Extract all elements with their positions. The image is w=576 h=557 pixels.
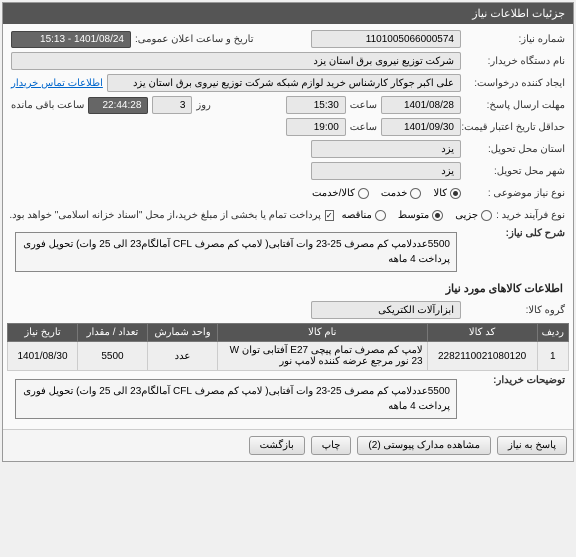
print-button[interactable]: چاپ xyxy=(311,436,352,455)
cell-qty: 5500 xyxy=(78,342,148,371)
announce-field: 1401/08/24 - 15:13 xyxy=(11,31,131,48)
radio-icon xyxy=(432,210,443,221)
requester-field: علی اکبر جوکار کارشناس خرید لوازم شبکه ش… xyxy=(107,74,461,92)
cell-code: 2282110021080120 xyxy=(427,342,537,371)
proc-radio-group: جزیی متوسط مناقصه xyxy=(342,210,492,221)
goods-group-field: ابزارآلات الکتریکی xyxy=(311,301,461,319)
deadline-date-field: 1401/08/28 xyxy=(381,96,461,114)
subject-type-label: نوع نیاز موضوعی : xyxy=(465,188,565,199)
th-code: کد کالا xyxy=(427,324,537,342)
panel-title: جزئیات اطلاعات نیاز xyxy=(3,3,573,24)
back-button[interactable]: بازگشت xyxy=(249,436,305,455)
radio-small[interactable]: جزیی xyxy=(455,210,492,221)
need-number-field: 1101005066000574 xyxy=(311,30,461,48)
radio-icon xyxy=(358,188,369,199)
desc-title-label: شرح کلی نیاز: xyxy=(465,228,565,239)
footer-buttons: پاسخ به نیاز مشاهده مدارک پیوستی (2) چاپ… xyxy=(3,429,573,461)
validity-time-field: 19:00 xyxy=(286,118,346,136)
time-label-1: ساعت xyxy=(350,100,377,111)
province-label: استان محل تحویل: xyxy=(465,144,565,155)
deadline-label: مهلت ارسال پاسخ: xyxy=(465,100,565,111)
desc-box: 5500عددلامپ کم مصرف 25-23 وات آفتابی( لا… xyxy=(15,232,457,272)
table-header-row: ردیف کد کالا نام کالا واحد شمارش تعداد /… xyxy=(8,324,569,342)
contact-link[interactable]: اطلاعات تماس خریدار xyxy=(11,78,103,89)
need-number-label: شماره نیاز: xyxy=(465,34,565,45)
city-field: یزد xyxy=(311,162,461,180)
form-area: شماره نیاز: 1101005066000574 تاریخ و ساع… xyxy=(3,24,573,429)
th-date: تاریخ نیاز xyxy=(8,324,78,342)
reply-button[interactable]: پاسخ به نیاز xyxy=(497,436,567,455)
requester-label: ایجاد کننده درخواست: xyxy=(465,78,565,89)
day-field: 3 xyxy=(152,96,192,114)
payment-checkbox[interactable] xyxy=(325,210,334,221)
cell-idx: 1 xyxy=(537,342,568,371)
buyer-notes-box: 5500عددلامپ کم مصرف 25-23 وات آفتابی( لا… xyxy=(15,379,457,419)
radio-icon xyxy=(375,210,386,221)
proc-type-label: نوع فرآیند خرید : xyxy=(496,210,565,221)
th-qty: تعداد / مقدار xyxy=(78,324,148,342)
radio-icon xyxy=(481,210,492,221)
radio-tender[interactable]: مناقصه xyxy=(342,210,386,221)
cell-date: 1401/08/30 xyxy=(8,342,78,371)
radio-icon xyxy=(410,188,421,199)
goods-table: ردیف کد کالا نام کالا واحد شمارش تعداد /… xyxy=(7,323,569,371)
radio-icon xyxy=(450,188,461,199)
th-idx: ردیف xyxy=(537,324,568,342)
goods-group-label: گروه کالا: xyxy=(465,305,565,316)
cell-unit: عدد xyxy=(148,342,218,371)
buyer-org-label: نام دستگاه خریدار: xyxy=(465,56,565,67)
deadline-time-field: 15:30 xyxy=(286,96,346,114)
th-name: نام کالا xyxy=(218,324,428,342)
radio-both[interactable]: کالا/خدمت xyxy=(312,188,369,199)
goods-section-title: اطلاعات کالاهای مورد نیاز xyxy=(7,278,569,299)
main-panel: جزئیات اطلاعات نیاز شماره نیاز: 11010050… xyxy=(2,2,574,462)
buyer-org-field: شرکت توزیع نیروی برق استان یزد xyxy=(11,52,461,70)
province-field: یزد xyxy=(311,140,461,158)
remaining-label: ساعت باقی مانده xyxy=(11,100,84,111)
announce-label: تاریخ و ساعت اعلان عمومی: xyxy=(135,34,254,45)
remaining-field: 22:44:28 xyxy=(88,97,148,114)
validity-date-field: 1401/09/30 xyxy=(381,118,461,136)
time-label-2: ساعت xyxy=(350,122,377,133)
radio-service[interactable]: خدمت xyxy=(381,188,422,199)
attachments-button[interactable]: مشاهده مدارک پیوستی (2) xyxy=(357,436,491,455)
radio-medium[interactable]: متوسط xyxy=(398,210,443,221)
payment-note: پرداخت تمام یا بخشی از مبلغ خرید،از محل … xyxy=(9,210,321,221)
day-label: روز xyxy=(196,100,211,111)
subject-radio-group: کالا خدمت کالا/خدمت xyxy=(312,188,461,199)
cell-name: لامپ کم مصرف تمام پیچی E27 آفتابی توان W… xyxy=(218,342,428,371)
radio-goods[interactable]: کالا xyxy=(433,188,461,199)
city-label: شهر محل تحویل: xyxy=(465,166,565,177)
th-unit: واحد شمارش xyxy=(148,324,218,342)
table-row[interactable]: 1 2282110021080120 لامپ کم مصرف تمام پیچ… xyxy=(8,342,569,371)
buyer-notes-label: توضیحات خریدار: xyxy=(465,375,565,386)
validity-label: حداقل تاریخ اعتبار قیمت: xyxy=(465,122,565,133)
